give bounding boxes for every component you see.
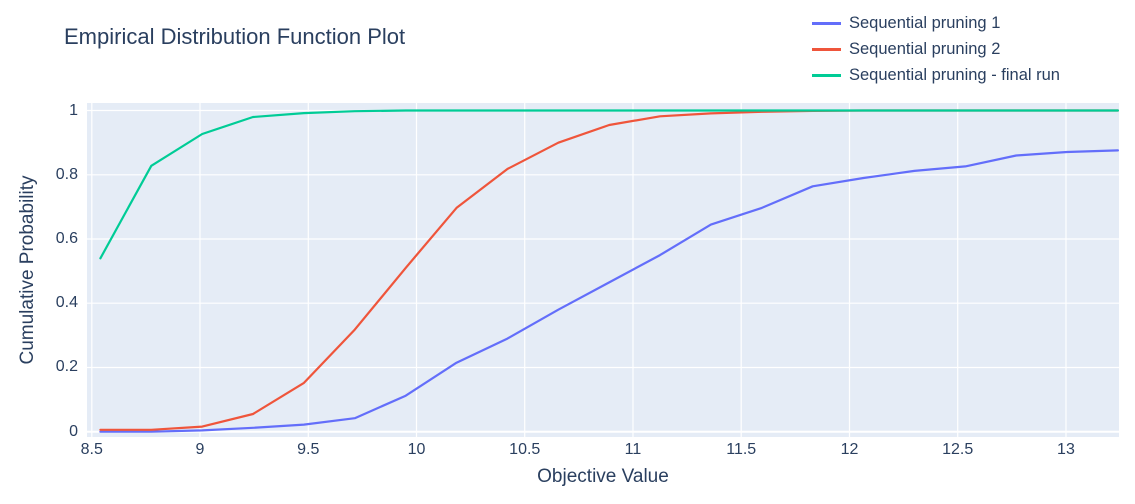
legend-label: Sequential pruning 1 [849, 13, 1001, 32]
y-tick-label: 1 [69, 101, 78, 119]
legend-label: Sequential pruning 2 [849, 39, 1001, 58]
x-axis-title: Objective Value [537, 466, 669, 487]
x-tick-label: 11 [624, 441, 642, 458]
legend-swatch-line [812, 73, 841, 77]
y-tick-label: 0.8 [55, 165, 78, 183]
x-tick-label: 10 [407, 441, 426, 458]
legend-swatch-line [812, 47, 841, 51]
x-tick-label: 12.5 [942, 441, 974, 458]
x-tick-label: 13 [1057, 441, 1075, 458]
y-axis-title: Cumulative Probability [17, 175, 38, 365]
series-line-3 [99, 109, 1119, 260]
y-tick-label: 0.6 [55, 230, 78, 247]
x-tick-label: 10.5 [509, 441, 541, 458]
series-line-1 [99, 149, 1119, 433]
chart-title: Empirical Distribution Function Plot [64, 24, 406, 49]
legend: Sequential pruning 1 Sequential pruning 2… [812, 10, 1060, 88]
y-tick-label: 0.2 [55, 358, 78, 376]
legend-label: Sequential pruning - final run [849, 65, 1060, 84]
legend-item-2[interactable]: Sequential pruning 2 [812, 36, 1060, 62]
plot-area[interactable] [87, 103, 1119, 437]
x-tick-label: 11.5 [726, 441, 757, 458]
x-tick-label: 9.5 [297, 441, 320, 458]
x-tick-label: 12 [840, 441, 859, 458]
legend-swatch-line [812, 21, 841, 25]
y-tick-label: 0 [69, 422, 78, 440]
x-tick-label: 9 [195, 441, 205, 458]
legend-item-1[interactable]: Sequential pruning 1 [812, 10, 1060, 36]
legend-item-3[interactable]: Sequential pruning - final run [812, 62, 1060, 88]
x-tick-label: 8.5 [80, 441, 103, 458]
plot-background [87, 103, 1119, 437]
y-tick-label: 0.4 [55, 294, 78, 312]
